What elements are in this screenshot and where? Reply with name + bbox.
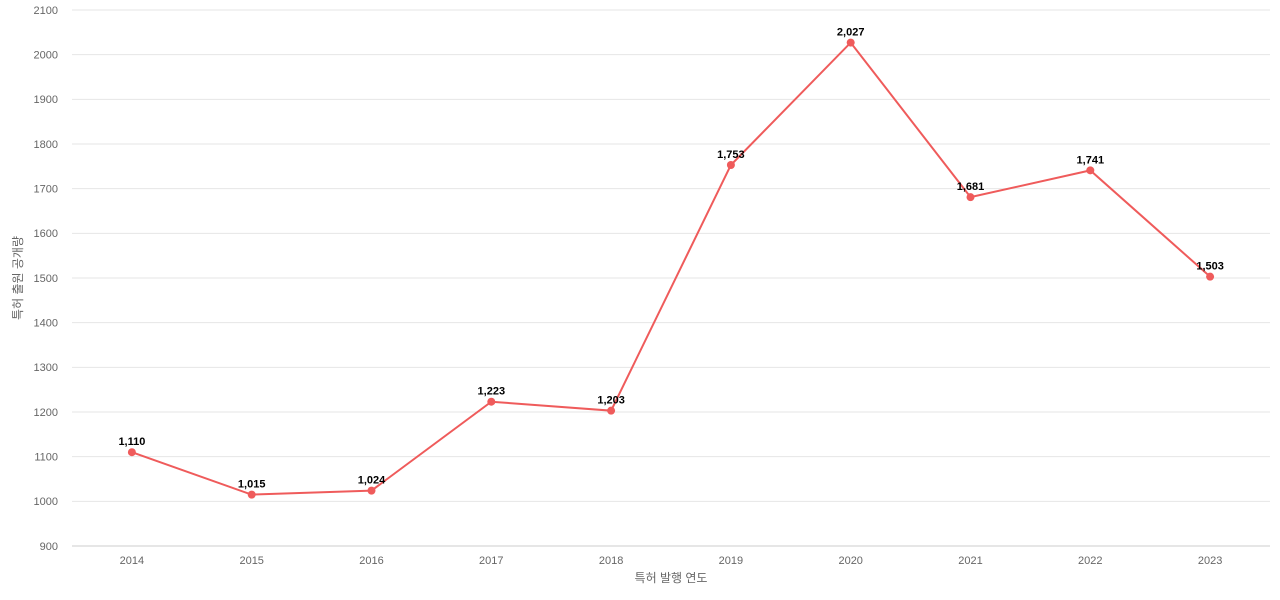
y-tick-label: 1800 — [34, 139, 58, 151]
value-label: 1,015 — [238, 479, 266, 491]
y-tick-label: 1700 — [34, 184, 58, 196]
x-tick-label: 2019 — [719, 555, 743, 567]
value-label: 1,503 — [1196, 261, 1224, 273]
point — [1206, 272, 1215, 281]
y-tick-label: 900 — [40, 541, 58, 553]
x-axis-title: 특허 발행 연도 — [635, 570, 708, 585]
line — [131, 41, 1211, 496]
point — [846, 38, 855, 47]
x-tick-label: 2014 — [120, 555, 144, 567]
point — [127, 448, 136, 457]
x-tick-label: 2016 — [359, 555, 383, 567]
x-tick-label: 2017 — [479, 555, 503, 567]
point — [487, 397, 496, 406]
y-tick-label: 2100 — [34, 5, 58, 17]
x-tick-label: 2020 — [838, 555, 862, 567]
value-label: 1,024 — [358, 475, 386, 487]
x-tick-label: 2018 — [599, 555, 623, 567]
point — [1086, 166, 1095, 175]
value-label: 1,223 — [478, 386, 506, 398]
x-tick-label: 2021 — [958, 555, 982, 567]
y-tick-label: 1000 — [34, 496, 58, 508]
y-tick-label: 1300 — [34, 362, 58, 374]
point — [726, 160, 735, 169]
point — [247, 490, 256, 499]
point — [607, 406, 616, 415]
y-tick-label: 1200 — [34, 407, 58, 419]
y-axis-title: 특허 출원 공개량 — [11, 236, 25, 320]
value-label: 1,753 — [717, 149, 745, 161]
point — [367, 486, 376, 495]
y-tick-label: 1100 — [34, 452, 58, 464]
x-tick-label: 2022 — [1078, 555, 1102, 567]
value-label: 1,741 — [1077, 154, 1105, 166]
y-tick-label: 1900 — [34, 94, 58, 106]
value-label: 2,027 — [837, 27, 865, 39]
point — [966, 193, 975, 202]
x-tick-label: 2023 — [1198, 555, 1222, 567]
y-tick-label: 2000 — [34, 50, 58, 62]
value-label: 1,203 — [597, 395, 625, 407]
y-tick-label: 1600 — [34, 228, 58, 240]
y-tick-label: 1400 — [34, 318, 58, 330]
y-tick-label: 1500 — [34, 273, 58, 285]
value-label: 1,110 — [118, 436, 145, 448]
value-label: 1,681 — [957, 181, 985, 193]
x-tick-label: 2015 — [239, 555, 263, 567]
